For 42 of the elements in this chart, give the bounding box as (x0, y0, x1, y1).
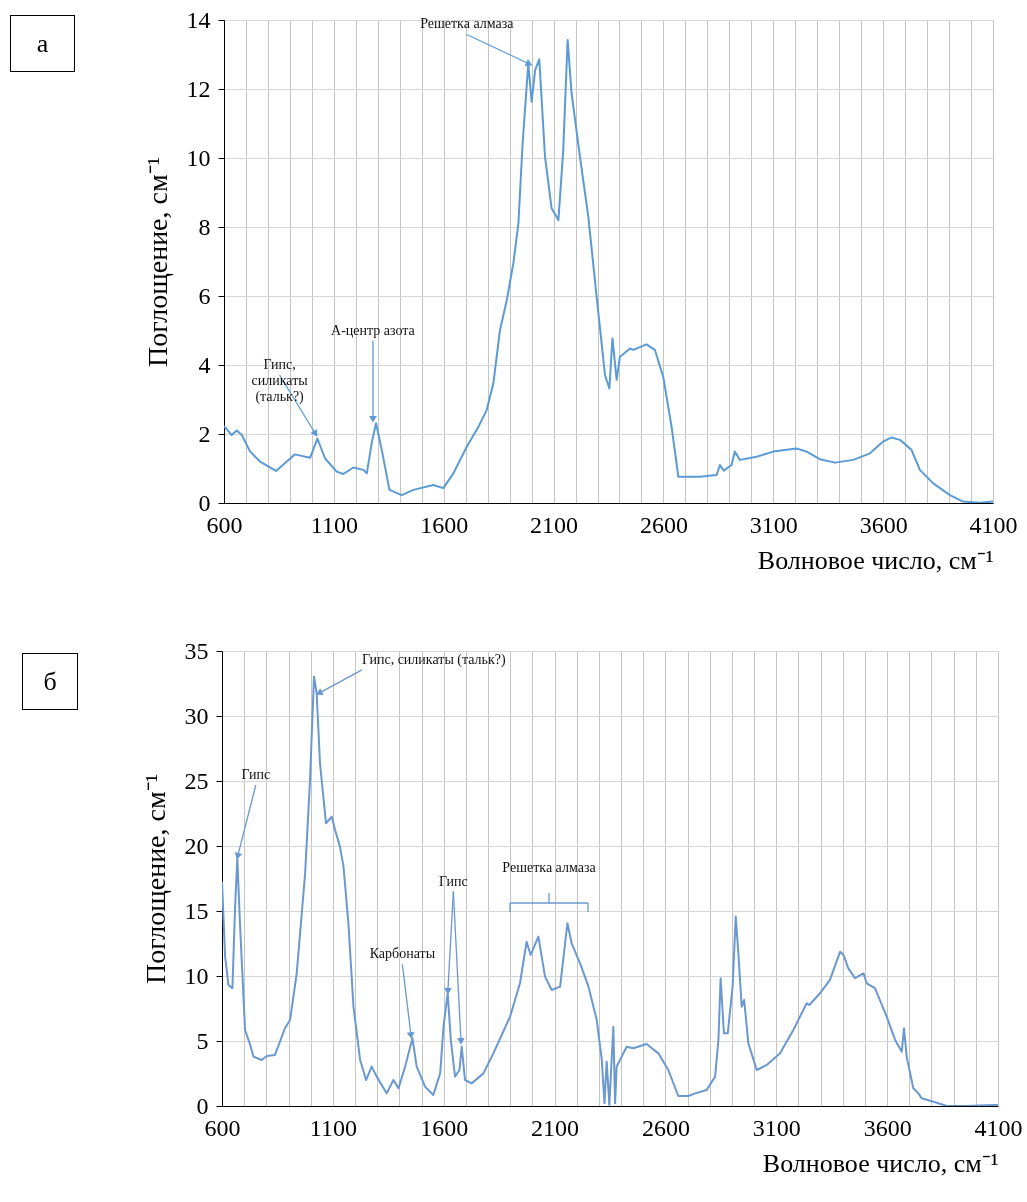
annotation: Решетка алмаза (502, 860, 597, 875)
y-tick-label: 6 (198, 282, 211, 309)
annotation: Решетка алмаза (420, 16, 515, 32)
x-tick-label: 4100 (974, 1114, 1023, 1141)
x-axis-title: Волновое число, см⁻¹ (757, 545, 994, 575)
annotation: Гипс, силикаты (тальк?) (251, 357, 309, 406)
x-tick-label: 1100 (310, 511, 358, 538)
text: б (22, 653, 78, 710)
annotation: Карбонаты (369, 946, 436, 962)
y-tick-label: 5 (196, 1027, 209, 1054)
y-tick-label: 30 (184, 702, 209, 729)
x-tick-label: 2600 (639, 511, 688, 538)
y-axis-title: Поглощение, см⁻¹ (141, 156, 173, 368)
y-tick-label: 35 (184, 637, 209, 664)
x-tick-label: 1600 (420, 1114, 469, 1141)
y-tick-label: 10 (186, 144, 211, 171)
y-axis-title: Поглощение, см⁻¹ (139, 773, 171, 985)
y-tick-label: 14 (186, 6, 211, 33)
x-tick-label: 2100 (531, 1114, 580, 1141)
annotation: Гипс (438, 873, 468, 889)
x-tick-label: 2100 (530, 511, 579, 538)
annotation: Гипс (241, 767, 271, 783)
annotation: А-центр азота (331, 322, 416, 338)
x-tick-label: 4100 (969, 511, 1018, 538)
x-tick-label: 3100 (752, 1114, 801, 1141)
x-tick-label: 3600 (859, 511, 908, 538)
x-tick-label: 1600 (420, 511, 469, 538)
x-tick-label: 3100 (749, 511, 798, 538)
y-tick-label: 2 (198, 420, 211, 447)
y-tick-label: 15 (184, 897, 209, 924)
x-tick-label: 1100 (309, 1114, 357, 1141)
x-tick-label: 2600 (641, 1114, 690, 1141)
y-tick-label: 10 (184, 962, 209, 989)
y-tick-label: 8 (198, 213, 211, 240)
x-tick-label: 3600 (863, 1114, 912, 1141)
x-axis-title: Волновое число, см⁻¹ (762, 1148, 999, 1178)
y-tick-label: 4 (198, 351, 211, 378)
y-tick-label: 25 (184, 767, 209, 794)
y-tick-label: 12 (186, 75, 211, 102)
y-tick-label: 20 (184, 832, 209, 859)
chart-title: а (10, 15, 75, 72)
annotation: Гипс, силикаты (тальк?) (361, 651, 506, 668)
